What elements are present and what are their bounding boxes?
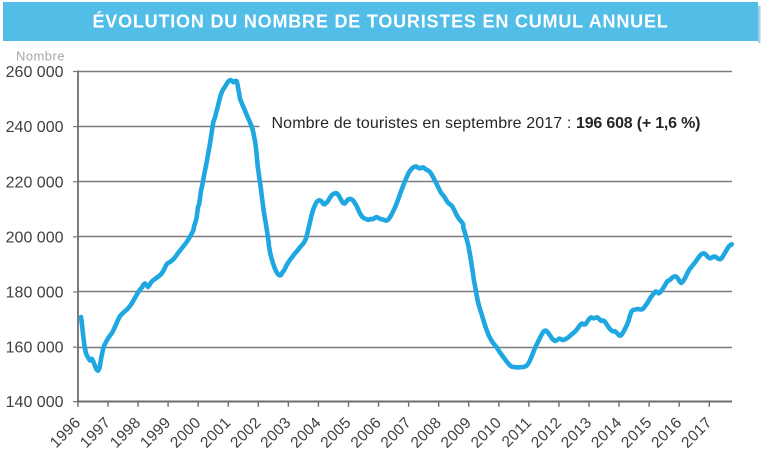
svg-text:220 000: 220 000 bbox=[6, 174, 64, 191]
svg-text:240 000: 240 000 bbox=[6, 119, 64, 136]
svg-text:Nombre de touristes en septemb: Nombre de touristes en septembre 2017 : … bbox=[272, 115, 701, 132]
svg-text:260 000: 260 000 bbox=[6, 64, 64, 81]
svg-text:140 000: 140 000 bbox=[6, 394, 64, 411]
svg-text:180 000: 180 000 bbox=[6, 285, 64, 302]
svg-text:160 000: 160 000 bbox=[6, 340, 64, 357]
svg-text:Nombre: Nombre bbox=[16, 49, 65, 64]
svg-text:200 000: 200 000 bbox=[6, 230, 64, 247]
svg-text:ÉVOLUTION DU NOMBRE DE TOURIST: ÉVOLUTION DU NOMBRE DE TOURISTES EN CUMU… bbox=[92, 11, 668, 32]
